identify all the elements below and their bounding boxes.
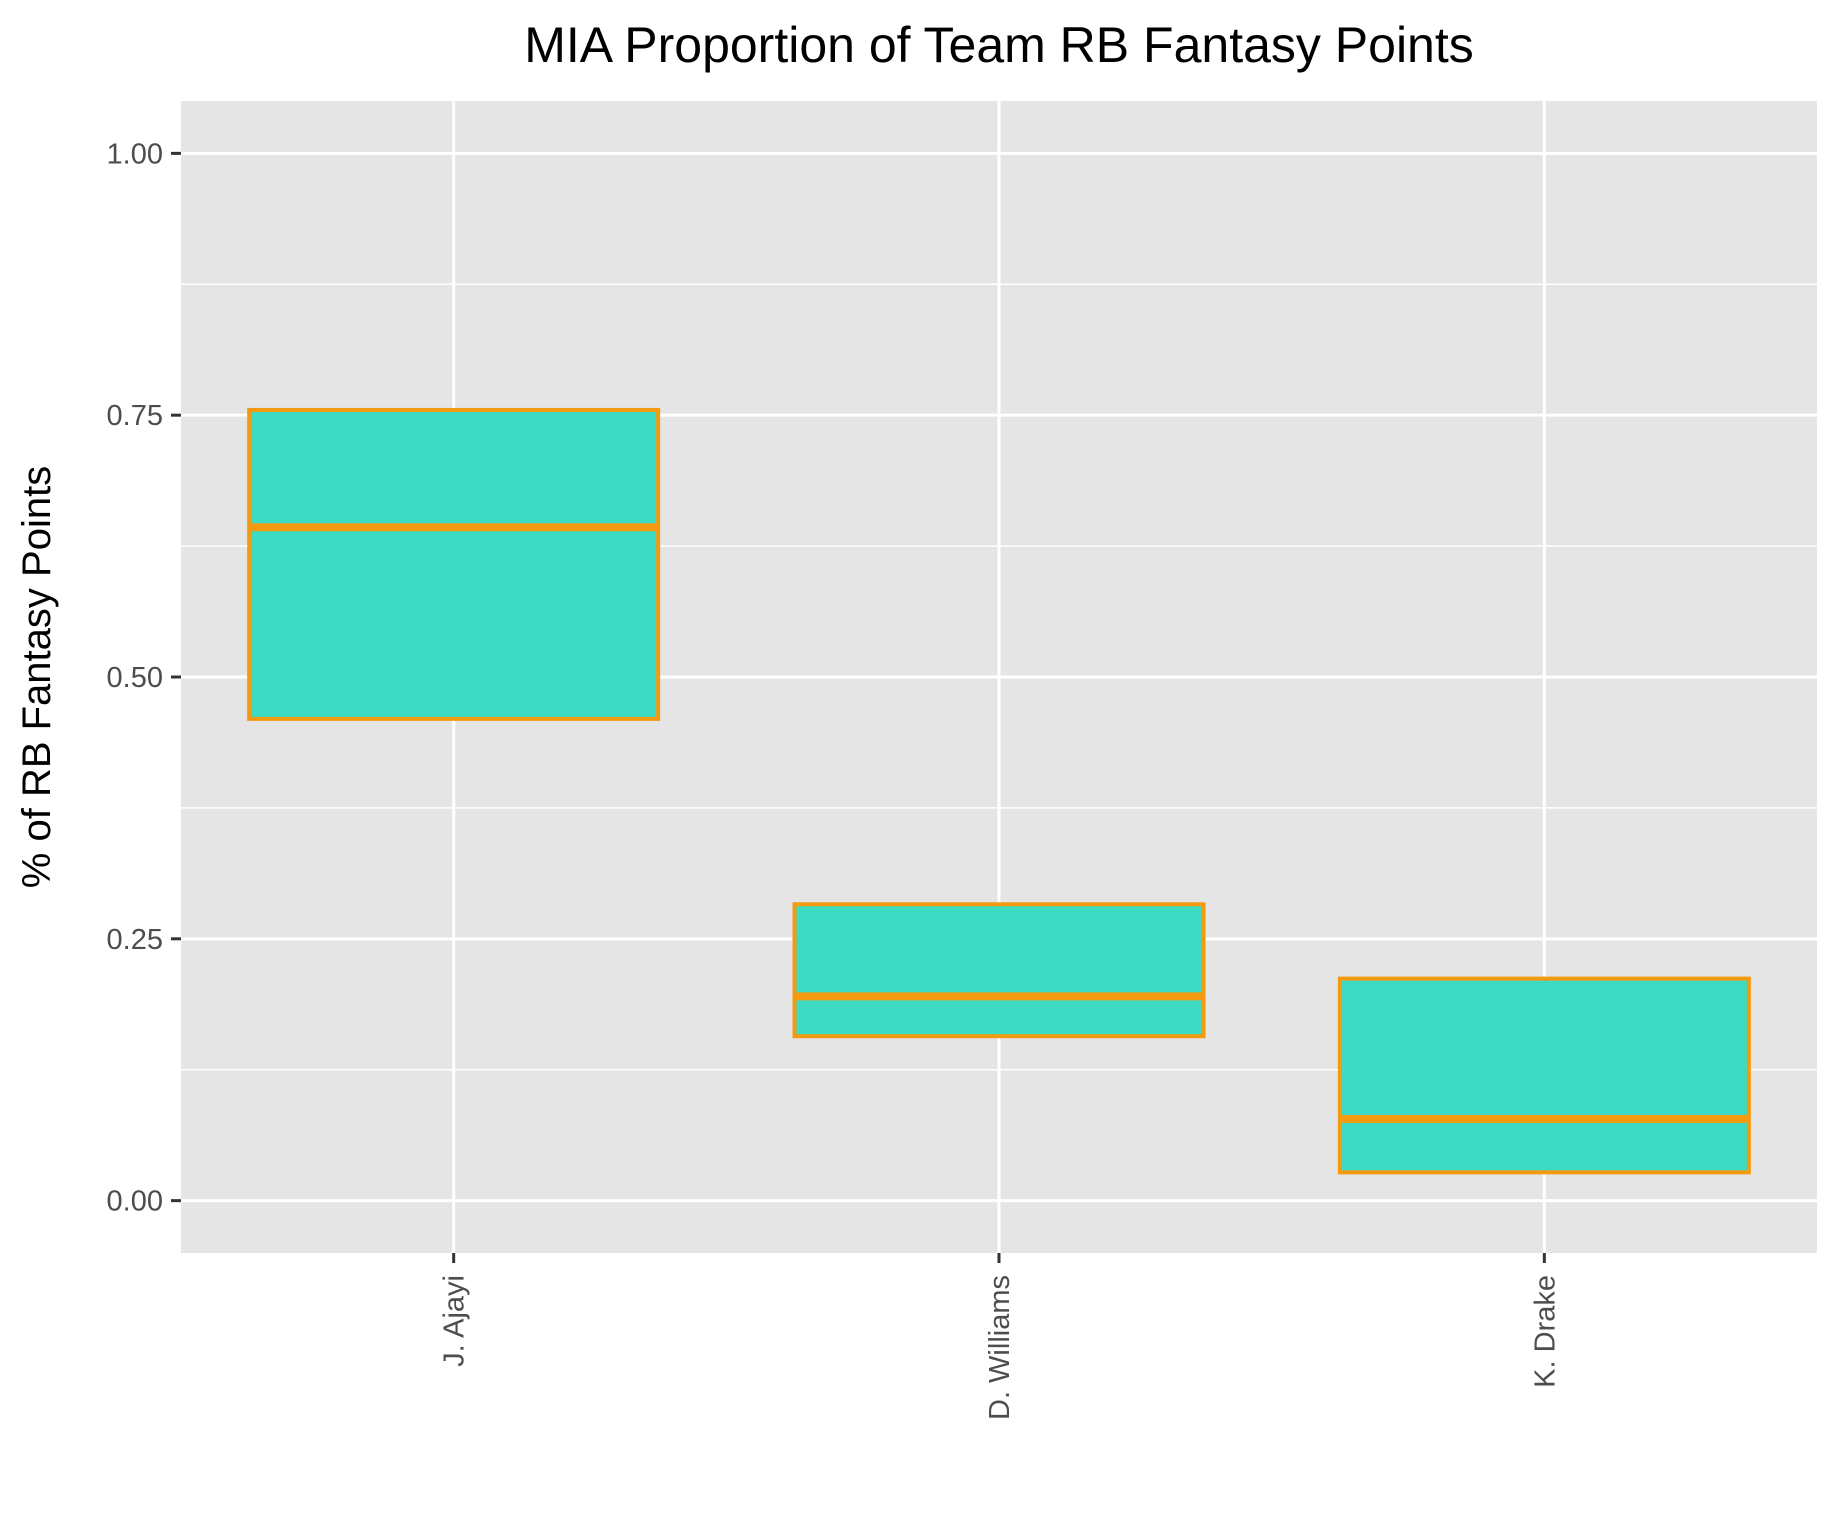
axes: 0.00 0.25 0.50 0.75 1.00 J. Ajayi D. Williams K… — [107, 138, 1562, 1420]
x-tick-label: D. Williams — [984, 1275, 1016, 1420]
y-tick-label: 0.25 — [107, 924, 163, 956]
x-tick-label: J. Ajayi — [439, 1275, 471, 1367]
box-k-drake — [1337, 976, 1751, 1175]
boxes — [247, 407, 1751, 1175]
box-d-williams — [792, 902, 1206, 1039]
y-axis-label: % of RB Fantasy Points — [15, 466, 59, 888]
y-tick-label: 0.00 — [107, 1186, 163, 1218]
box-j-ajayi — [247, 407, 661, 721]
box-iqr — [247, 407, 661, 721]
box-iqr — [792, 902, 1206, 1039]
x-tick-label: K. Drake — [1529, 1275, 1561, 1388]
y-tick-label: 0.50 — [107, 662, 163, 694]
box-iqr — [1337, 976, 1751, 1175]
chart-title: MIA Proportion of Team RB Fantasy Points — [524, 17, 1474, 73]
y-tick-label: 1.00 — [107, 138, 163, 170]
y-tick-label: 0.75 — [107, 400, 163, 432]
